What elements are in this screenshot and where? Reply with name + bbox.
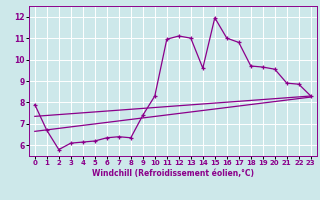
X-axis label: Windchill (Refroidissement éolien,°C): Windchill (Refroidissement éolien,°C) xyxy=(92,169,254,178)
